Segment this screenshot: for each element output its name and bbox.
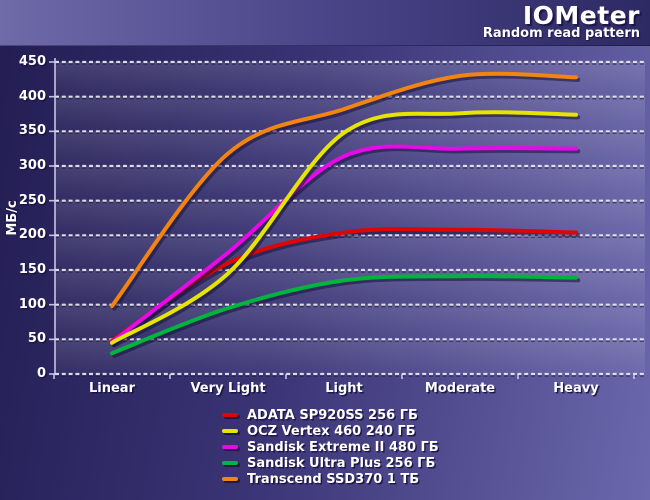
legend-label: ADATA SP920SS 256 ГБ: [247, 407, 418, 423]
chart-legend: ADATA SP920SS 256 ГБ OCZ Vertex 460 240 Г…: [222, 407, 439, 487]
y-tick-label: 150: [18, 262, 46, 277]
series-line-2: [110, 110, 578, 345]
legend-swatch: [222, 477, 238, 481]
y-tick-label: 300: [18, 158, 46, 173]
x-category-label: Linear: [89, 381, 135, 396]
legend-item: ADATA SP920SS 256 ГБ: [222, 407, 439, 423]
chart-subtitle: Random read pattern: [482, 26, 640, 41]
y-tick-label: 400: [18, 88, 46, 104]
y-tick-label: 250: [18, 192, 46, 208]
legend-item: Sandisk Extreme II 480 ГБ: [222, 439, 439, 455]
x-category-label: Light: [325, 381, 363, 396]
y-tick-label: 50: [27, 331, 46, 347]
legend-swatch: [222, 413, 238, 417]
legend-label: Sandisk Ultra Plus 256 ГБ: [247, 455, 436, 471]
legend-swatch: [222, 429, 238, 433]
series-line-shadow: [112, 276, 581, 358]
y-tick-label: 200: [18, 227, 46, 243]
legend-label: Transcend SSD370 1 ТБ: [247, 471, 420, 487]
series-line-shadow: [112, 74, 581, 311]
legend-swatch: [222, 461, 238, 465]
x-category-label: Very Light: [190, 381, 266, 396]
legend-item: Transcend SSD370 1 ТБ: [222, 471, 439, 487]
chart-header: IOMeter Random read pattern: [0, 0, 650, 46]
legend-item: OCZ Vertex 460 240 ГБ: [222, 423, 439, 439]
series-line-3: [110, 144, 578, 345]
y-tick-label: 350: [18, 123, 46, 139]
legend-label: OCZ Vertex 460 240 ГБ: [247, 423, 416, 439]
series-line-4: [110, 274, 578, 356]
y-tick-label: 0: [36, 366, 46, 381]
y-tick-label: 100: [18, 296, 46, 312]
x-category-label: Heavy: [553, 381, 599, 396]
series-line-shadow: [112, 112, 581, 348]
series-line-5: [110, 71, 578, 309]
chart-title: IOMeter: [522, 1, 640, 30]
legend-item: Sandisk Ultra Plus 256 ГБ: [222, 455, 439, 471]
legend-label: Sandisk Extreme II 480 ГБ: [247, 439, 439, 455]
series-line-shadow: [112, 146, 581, 347]
y-tick-label: 450: [18, 54, 46, 69]
x-category-label: Moderate: [424, 381, 496, 396]
legend-swatch: [222, 445, 238, 449]
